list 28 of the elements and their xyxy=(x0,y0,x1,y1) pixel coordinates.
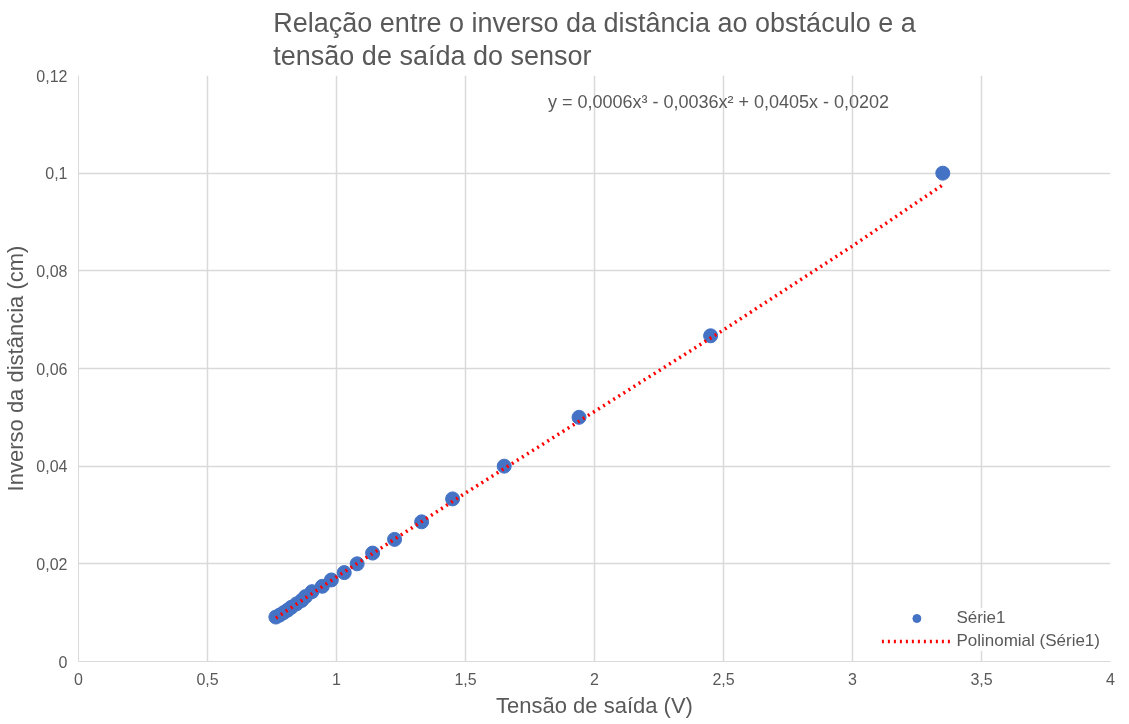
y-tick-label: 0,04 xyxy=(36,458,68,476)
chart-title: Relação entre o inverso da distância ao obstáculo e a tensão de saída do sensor xyxy=(273,7,917,71)
x-tick-label: 3 xyxy=(848,670,858,688)
x-tick-label: 0,5 xyxy=(196,670,219,688)
point xyxy=(703,328,719,344)
x-axis-title: Tensão de saída (V) xyxy=(496,692,693,718)
y-tick-label: 0,1 xyxy=(45,165,68,183)
legend-label: Polinomial (Série1) xyxy=(956,631,1100,651)
x-tick-label: 3,5 xyxy=(970,670,993,688)
x-tick-label: 4 xyxy=(1106,670,1116,688)
y-tick-label: 0,12 xyxy=(36,67,68,85)
point xyxy=(496,458,512,474)
x-tick-label: 2 xyxy=(590,670,600,688)
x-tick-label: 1,5 xyxy=(454,670,477,688)
y-tick-label: 0,08 xyxy=(36,262,68,280)
x-tick-label: 2,5 xyxy=(712,670,735,688)
y-tick-label: 0 xyxy=(58,653,68,671)
x-tick-label: 0 xyxy=(74,670,84,688)
point xyxy=(935,165,951,181)
x-tick-label: 1 xyxy=(332,670,342,688)
point xyxy=(268,609,284,625)
y-tick-label: 0,02 xyxy=(36,555,68,573)
annotation: y = 0,0006x³ - 0,0036x² + 0,0405x - 0,0202 xyxy=(547,91,890,112)
y-tick-label: 0,06 xyxy=(36,360,68,378)
point xyxy=(387,531,403,547)
point xyxy=(365,545,381,561)
legend-label: Série1 xyxy=(956,608,1006,628)
y-axis-title: Inverso da distância (cm) xyxy=(3,245,29,492)
